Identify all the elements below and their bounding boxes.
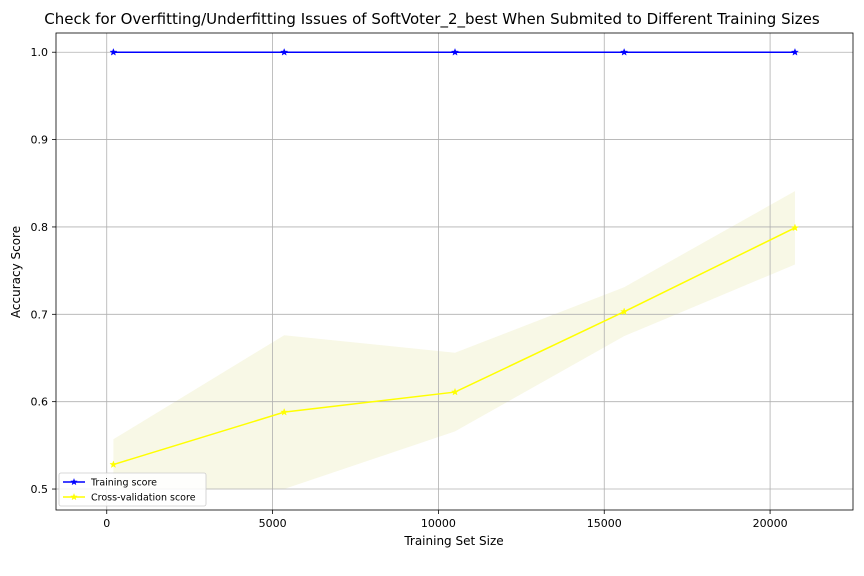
series-0-point-2 [451,48,459,56]
y-tick-label-5: 1.0 [31,46,49,59]
legend-marker-1 [70,493,78,501]
series-0-point-0 [109,48,118,56]
legend-label-1: Cross-validation score [91,493,196,504]
confidence-band-1 [113,191,795,490]
legend-box [58,472,207,507]
y-axis-label: Accuracy Score [9,226,23,318]
x-tick-label-3: 15000 [587,517,622,530]
x-tick-label-2: 10000 [421,517,456,530]
y-tick-label-2: 0.7 [31,308,49,321]
x-tick-label-0: 0 [103,517,110,530]
series-1-point-4 [790,223,799,232]
x-tick-label-4: 20000 [753,517,788,530]
x-axis-label: Training Set Size [403,534,503,548]
series-0-point-1 [280,48,289,56]
series-0-point-3 [620,48,629,56]
series-1-point-2 [451,387,459,396]
legend-marker-0 [70,478,78,486]
plot-frame [55,32,854,511]
series-0-point-4 [790,48,799,56]
series-1-point-1 [280,407,289,416]
y-tick-label-0: 0.5 [31,483,49,496]
y-tick-label-3: 0.8 [31,221,49,234]
series-1-point-3 [620,307,629,316]
chart-title: Check for Overfitting/Underfitting Issue… [44,10,820,29]
y-tick-label-1: 0.6 [31,396,49,409]
series-1-point-0 [109,460,118,468]
x-tick-label-1: 5000 [259,517,287,530]
legend-label-0: Training score [90,478,157,489]
y-tick-label-4: 0.9 [31,134,49,147]
legend: Training score Cross-validation score [58,472,207,507]
